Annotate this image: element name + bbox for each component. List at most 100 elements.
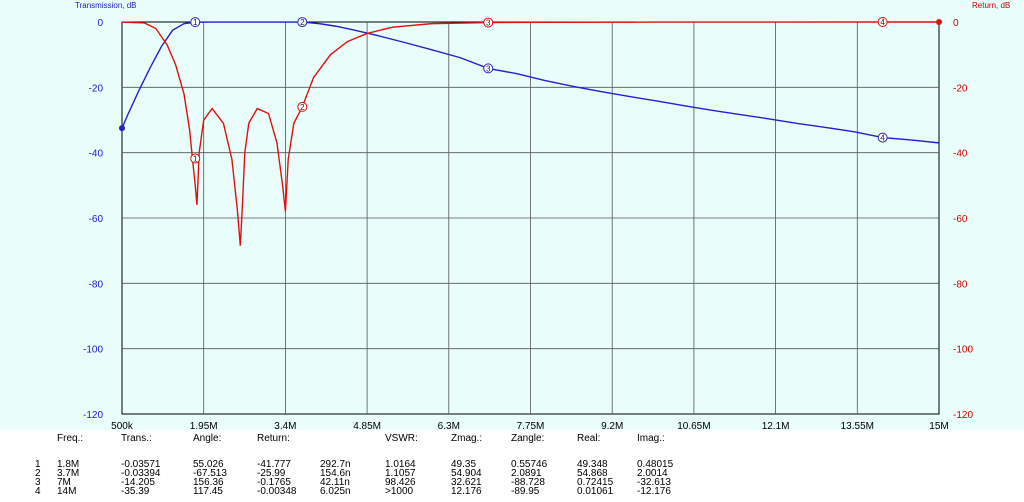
table-cell: -25.99 [257, 468, 286, 479]
table-cell: 49.35 [451, 459, 477, 470]
table-cell: 2.0014 [637, 468, 668, 479]
marker-circle [190, 17, 201, 28]
marker-circle [483, 63, 494, 74]
table-cell: 3 [35, 477, 41, 488]
y-tick-label-right: -20 [953, 83, 968, 94]
y-tick-label-left: 0 [97, 18, 103, 29]
y-tick-label-right: -40 [953, 149, 968, 160]
marker-label: 1 [193, 155, 198, 164]
marker-circle [877, 132, 888, 143]
x-ticks: 500k 1.95M 3.4M 4.85M 6.3M 7.75M 9.2M 10.65M 12.… [111, 421, 949, 430]
marker-2: 2 [297, 101, 308, 112]
table-cell: 2 [35, 468, 41, 479]
table-cell: -0.1765 [257, 477, 291, 488]
y-tick-label-left: -20 [89, 83, 104, 94]
y-tick-label-left: -100 [83, 345, 103, 356]
table-cell: -0.00348 [257, 486, 297, 497]
marker-label: 3 [486, 19, 491, 28]
x-tick-label: 6.3M [438, 421, 460, 430]
table-cell: 2.0891 [511, 468, 542, 479]
table-cell: 117.45 [193, 486, 223, 497]
y-tick-label-left: -40 [89, 149, 104, 160]
table-cell: 0.55746 [511, 459, 548, 470]
table-header: VSWR: [385, 433, 418, 444]
grid [122, 22, 939, 414]
x-tick-label: 15M [929, 421, 948, 430]
table-cell: -12.176 [637, 486, 671, 497]
marker-3: 3 [483, 17, 494, 28]
table-cell: 14M [57, 486, 77, 497]
table-header: Angle: [193, 433, 222, 444]
marker-label: 2 [300, 18, 305, 27]
marker-label: 1 [193, 18, 198, 27]
x-tick-label: 12.1M [762, 421, 790, 430]
table-cell: -35.39 [121, 486, 150, 497]
marker-1: 1 [190, 17, 201, 28]
marker-4: 4 [877, 17, 888, 28]
marker-2: 2 [297, 17, 308, 28]
marker-circle [483, 17, 494, 28]
y-tick-label-left: -60 [89, 214, 104, 225]
y-axis-right-label: Return, dB [972, 1, 1010, 10]
marker-circle [877, 17, 888, 28]
marker-label: 4 [880, 134, 885, 143]
transmission-line [121, 21, 940, 144]
table-cell: >1000 [385, 486, 414, 497]
table-header: Trans.: [121, 433, 152, 444]
marker-label: 2 [300, 103, 305, 112]
return-end-point [936, 19, 942, 26]
table-header: Return: [257, 433, 290, 444]
transmission-start-point [119, 125, 125, 132]
table-cell: 3.7M [57, 468, 80, 479]
table-cell: 1.0164 [385, 459, 416, 470]
x-tick-label: 10.65M [677, 421, 710, 430]
y-tick-label-right: -80 [953, 279, 968, 290]
table-header: Freq.: [57, 433, 84, 444]
table-header: Imag.: [637, 433, 665, 444]
x-tick-label: 500k [111, 421, 134, 430]
x-tick-label: 7.75M [517, 421, 545, 430]
table-cell: 154.6n [320, 468, 351, 479]
y-ticks-right: 0 -20 -40 -60 -80 -100 -120 [953, 18, 973, 421]
x-tick-label: 1.95M [190, 421, 218, 430]
y-tick-label-left: -120 [83, 410, 103, 421]
y-axis-left-label: Transmission, dB [75, 1, 137, 10]
marker-1: 1 [190, 153, 201, 164]
plot-area: Transmission, dB Return, dB 0 -20 -40 -60 -8… [75, 1, 1010, 430]
marker-circle [297, 101, 308, 112]
x-tick-label: 9.2M [601, 421, 623, 430]
table-cell: 156.36 [193, 477, 224, 488]
y-tick-label-left: -80 [89, 279, 104, 290]
table-header: Zmag.: [451, 433, 483, 444]
table-cell: -89.95 [511, 486, 540, 497]
table-cell: -14.205 [121, 477, 155, 488]
table-cell: -88.728 [511, 477, 545, 488]
table-cell: -67.513 [193, 468, 227, 479]
table-cell: 49.348 [577, 459, 608, 470]
series-lines [119, 19, 942, 246]
table-cell: 12.176 [451, 486, 482, 497]
table-cell: 7M [57, 477, 71, 488]
table-cell: 54.868 [577, 468, 608, 479]
table-cell: 1 [35, 459, 41, 470]
marker-label: 4 [880, 18, 885, 27]
y-ticks-left: 0 -20 -40 -60 -80 -100 -120 [83, 18, 103, 421]
marker-4: 4 [877, 132, 888, 143]
table-cell: 98.426 [385, 477, 416, 488]
table-cell: -0.03394 [121, 468, 161, 479]
table-cell: 32.621 [451, 477, 482, 488]
table-cell: 54.904 [451, 468, 482, 479]
table-cell: 55.026 [193, 459, 224, 470]
table-cell: 0.72415 [577, 477, 614, 488]
x-tick-label: 13.55M [841, 421, 874, 430]
marker-table: Freq.: Trans.: Angle: Return: VSWR: Zmag.: Zan… [0, 430, 1024, 502]
table-cell: 1.1057 [385, 468, 416, 479]
y-tick-label-right: 0 [953, 18, 959, 29]
table-cell: 292.7n [320, 459, 351, 470]
table-cell: 6.025n [320, 486, 351, 497]
marker-circle [190, 153, 201, 164]
marker-3: 3 [483, 63, 494, 74]
marker-label: 3 [486, 64, 491, 73]
table-cell: 4 [35, 486, 41, 497]
markers: 1 2 3 4 1 2 3 4 [190, 17, 888, 164]
